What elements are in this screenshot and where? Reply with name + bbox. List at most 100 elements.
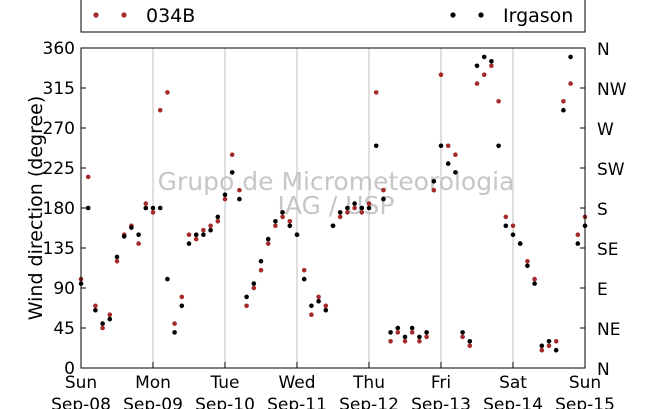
data-point-irgason <box>193 232 199 237</box>
data-point-034b <box>532 276 537 282</box>
x-tick-date-label: Sep-15 <box>555 395 615 409</box>
y-tick-label: 0 <box>64 359 75 379</box>
watermark-line-2: IAG / USP <box>278 191 395 220</box>
data-point-034b <box>525 259 530 264</box>
data-point-irgason <box>294 232 300 237</box>
x-tick-date-label: Sep-12 <box>339 395 399 409</box>
data-point-irgason <box>539 343 545 349</box>
data-point-034b <box>373 90 379 95</box>
data-point-034b <box>273 223 278 229</box>
data-point-irgason <box>474 63 480 69</box>
compass-tick-label: E <box>597 280 608 300</box>
data-point-irgason <box>301 276 307 282</box>
data-point-034b <box>165 90 170 95</box>
grid-lines <box>152 48 514 368</box>
data-point-irgason <box>129 225 134 230</box>
legend-box <box>80 0 586 33</box>
legend-marker-irgason <box>478 12 484 18</box>
x-tick-date-label: Sep-08 <box>51 395 111 409</box>
compass-tick-label: S <box>597 200 608 220</box>
data-point-034b <box>366 201 372 206</box>
data-point-034b <box>431 187 437 193</box>
data-point-irgason <box>345 205 350 211</box>
data-point-034b <box>85 174 91 180</box>
data-point-irgason <box>352 201 357 206</box>
y-tick-label: 90 <box>53 279 75 299</box>
y-tick-label: 360 <box>43 39 75 59</box>
data-point-irgason <box>359 205 365 211</box>
data-point-irgason <box>445 161 451 166</box>
data-point-034b <box>395 330 401 335</box>
x-tick-date-label: Sep-09 <box>123 395 183 409</box>
x-tick-day-label: Sun <box>65 373 97 393</box>
data-point-034b <box>258 267 264 273</box>
data-point-034b <box>208 223 213 229</box>
legend: 034B Irgason <box>80 0 586 33</box>
data-point-034b <box>460 334 465 340</box>
y-axis-right: N NE E SE S SW W NW N <box>597 40 627 380</box>
data-point-irgason <box>402 334 408 340</box>
data-point-034b <box>445 143 451 149</box>
data-point-irgason <box>201 232 206 237</box>
data-point-034b <box>409 330 415 335</box>
data-point-irgason <box>438 143 444 149</box>
data-point-034b <box>114 259 120 264</box>
data-point-irgason <box>395 325 401 331</box>
data-point-irgason <box>309 303 314 309</box>
data-point-034b <box>157 107 163 113</box>
data-point-034b <box>193 236 199 242</box>
data-point-irgason <box>409 325 415 331</box>
data-point-irgason <box>150 205 156 211</box>
compass-tick-label: NW <box>597 80 627 100</box>
data-point-irgason <box>143 205 149 211</box>
data-point-irgason <box>251 281 257 286</box>
data-point-irgason <box>323 307 329 313</box>
x-tick-date-label: Sep-10 <box>195 395 255 409</box>
data-point-034b <box>136 241 141 246</box>
data-point-irgason <box>366 205 372 211</box>
data-point-irgason <box>222 192 228 197</box>
data-point-034b <box>172 321 177 326</box>
x-tick-day-label: Sun <box>569 373 601 393</box>
y-tick-label: 180 <box>43 199 75 219</box>
data-point-034b <box>251 285 257 291</box>
data-point-034b <box>301 267 307 273</box>
data-point-034b <box>438 72 444 77</box>
x-tick-date-label: Sep-13 <box>411 395 471 409</box>
x-tick-date-label: Sep-11 <box>267 395 327 409</box>
data-point-irgason <box>85 205 91 211</box>
data-point-034b <box>568 81 573 86</box>
data-point-irgason <box>287 223 293 229</box>
data-point-irgason <box>575 241 581 246</box>
data-point-034b <box>402 339 408 344</box>
data-point-034b <box>496 99 501 104</box>
data-point-irgason <box>496 143 501 149</box>
data-point-irgason <box>431 179 437 184</box>
x-tick-day-label: Mon <box>135 373 171 393</box>
legend-marker-034b <box>121 12 127 18</box>
data-point-034b <box>265 241 271 246</box>
legend-marker-034b <box>93 12 99 18</box>
data-point-034b <box>489 63 494 69</box>
data-point-irgason <box>208 227 213 233</box>
data-point-irgason <box>280 210 285 215</box>
data-point-irgason <box>517 241 523 246</box>
data-point-irgason <box>172 330 177 335</box>
data-point-034b <box>503 214 509 220</box>
data-point-034b <box>229 152 235 157</box>
data-point-034b <box>287 219 293 224</box>
data-point-irgason <box>244 294 249 300</box>
data-point-irgason <box>136 232 141 237</box>
data-point-034b <box>143 201 149 206</box>
data-point-034b <box>481 72 487 77</box>
data-point-034b <box>215 219 221 224</box>
series-irgason-points <box>78 54 588 353</box>
data-point-034b <box>561 99 566 104</box>
data-point-irgason <box>388 330 393 335</box>
data-point-034b <box>510 223 516 229</box>
compass-tick-label: NE <box>597 320 620 340</box>
data-point-irgason <box>525 263 530 269</box>
legend-label-irgason: Irgason <box>503 5 573 27</box>
data-point-irgason <box>381 196 386 202</box>
